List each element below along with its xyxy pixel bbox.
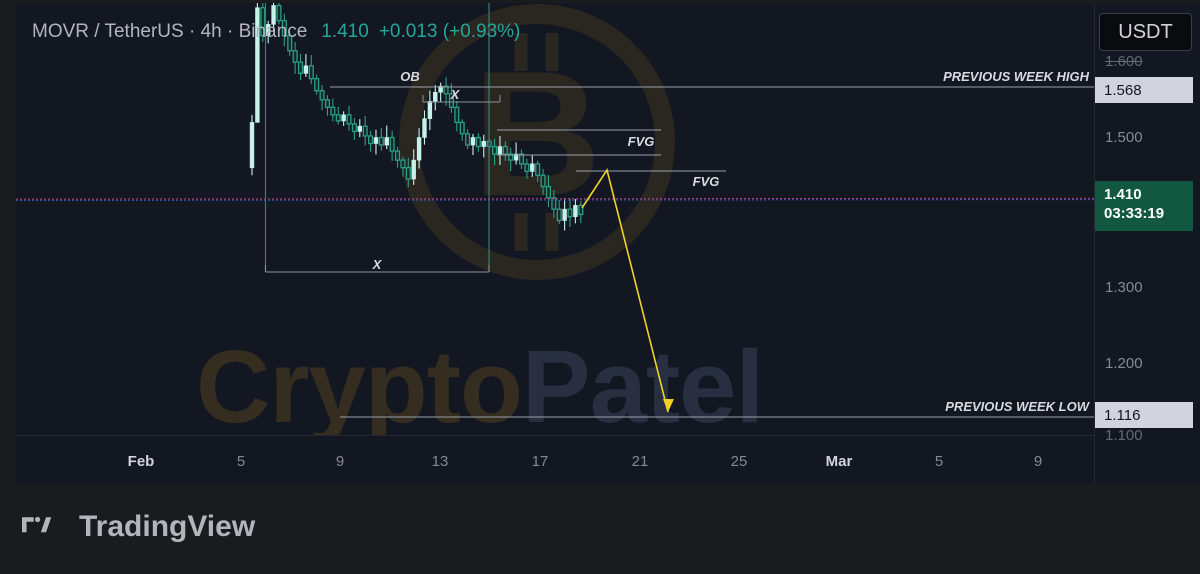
- svg-text:X: X: [450, 87, 461, 102]
- svg-text:X: X: [372, 257, 383, 272]
- svg-text:FVG: FVG: [628, 134, 655, 149]
- svg-text:PREVIOUS WEEK HIGH: PREVIOUS WEEK HIGH: [943, 69, 1090, 84]
- svg-text:FVG: FVG: [693, 174, 720, 189]
- svg-text:PREVIOUS WEEK LOW: PREVIOUS WEEK LOW: [945, 399, 1090, 414]
- svg-text:OB: OB: [400, 69, 420, 84]
